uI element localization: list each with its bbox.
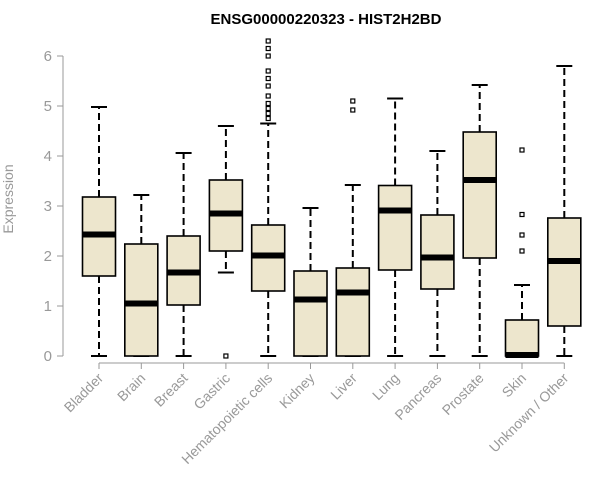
outlier-point — [223, 353, 229, 359]
box-body — [293, 270, 328, 357]
box-1 — [81, 106, 117, 357]
outlier-point — [265, 38, 271, 44]
outlier-point — [265, 68, 271, 74]
box-body — [335, 267, 371, 357]
outlier-point — [519, 248, 525, 254]
y-tick-label: 5 — [44, 98, 52, 115]
chart-title: ENSG00000220323 - HIST2H2BD — [211, 11, 442, 28]
box-2 — [124, 194, 159, 357]
x-tick-label: Kidney — [276, 370, 318, 412]
box-7 — [335, 98, 371, 357]
box-body — [546, 217, 582, 327]
box-11 — [504, 147, 540, 358]
y-axis: 0 1 2 3 4 5 6 — [44, 48, 64, 365]
box-body — [124, 243, 159, 357]
outlier-point — [265, 110, 271, 117]
box-12 — [546, 65, 582, 357]
x-tick-label: Breast — [151, 370, 191, 410]
box-4 — [208, 125, 244, 359]
outlier-point — [519, 232, 525, 238]
box-10 — [462, 84, 498, 357]
x-tick-label: Lung — [369, 370, 402, 403]
outlier-point — [265, 100, 271, 107]
x-tick-label: Bladder — [61, 370, 107, 416]
x-tick-label: Unknown / Other — [486, 370, 572, 456]
x-tick-label: Pancreas — [391, 370, 444, 423]
x-tick-label: Liver — [327, 370, 360, 403]
outlier-point — [519, 211, 525, 218]
x-tick-label: Brain — [114, 370, 148, 404]
x-tick-label: Skin — [499, 370, 530, 401]
outlier-point — [265, 115, 271, 122]
x-tick-label: Prostate — [439, 370, 487, 418]
outlier-point — [265, 75, 271, 82]
box-3 — [166, 152, 201, 357]
box-body — [377, 184, 413, 271]
y-tick-label: 4 — [44, 148, 52, 165]
box-9 — [420, 150, 455, 357]
y-tick-label: 0 — [44, 348, 52, 365]
outlier-point — [519, 147, 525, 153]
outlier-point — [265, 93, 271, 99]
box-body — [504, 319, 540, 357]
y-axis-label: Expression — [0, 164, 16, 233]
outlier-point — [265, 45, 271, 52]
box-8 — [377, 97, 413, 357]
outlier-point — [265, 105, 271, 112]
box-body — [420, 214, 455, 290]
box-6 — [293, 207, 328, 357]
y-tick-label: 2 — [44, 248, 52, 265]
box-5 — [250, 38, 286, 357]
y-tick-label: 3 — [44, 198, 52, 215]
box-body — [462, 131, 498, 259]
y-tick-label: 6 — [44, 48, 52, 65]
outlier-point — [265, 83, 271, 89]
y-tick-label: 1 — [44, 298, 52, 315]
outlier-point — [350, 107, 356, 113]
outlier-point — [265, 53, 271, 59]
outlier-point — [350, 98, 356, 104]
box-plots — [81, 38, 582, 359]
